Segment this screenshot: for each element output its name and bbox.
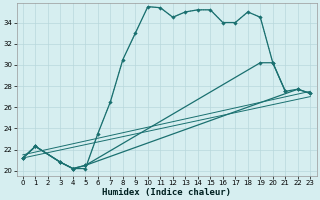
X-axis label: Humidex (Indice chaleur): Humidex (Indice chaleur) (102, 188, 231, 197)
